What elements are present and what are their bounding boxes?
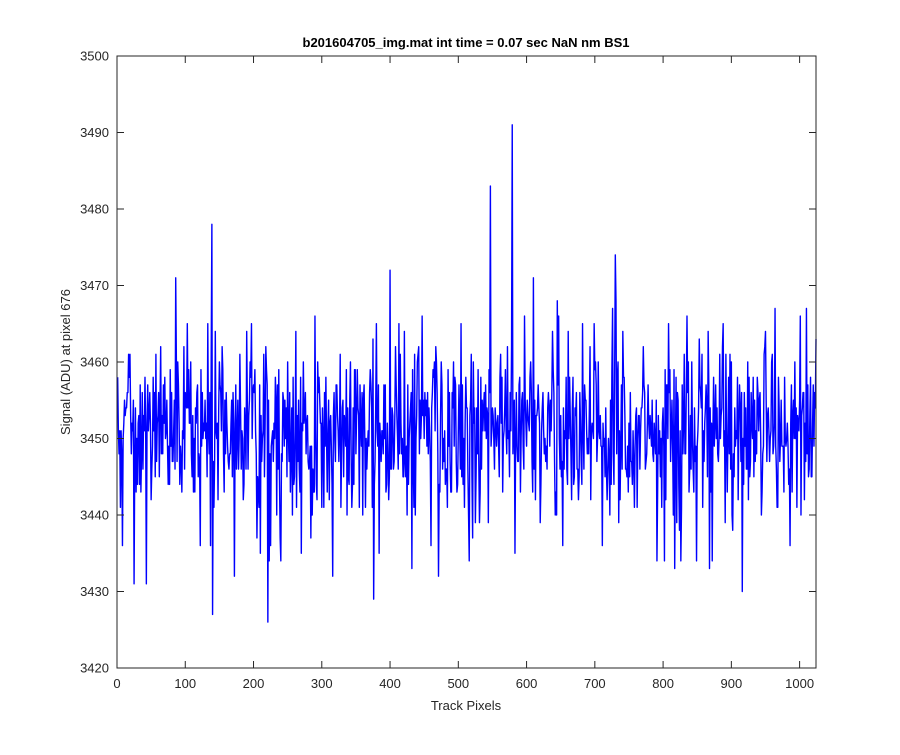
x-tick-label: 300 bbox=[311, 676, 333, 691]
chart-title: b201604705_img.mat int time = 0.07 sec N… bbox=[303, 35, 630, 50]
ticks-layer: 0 100 200 300 400 500 600 700 800 900 1000 3420 3430… bbox=[80, 49, 816, 691]
x-tick-label: 900 bbox=[721, 676, 743, 691]
x-tick-label: 400 bbox=[379, 676, 401, 691]
x-tick-label: 1000 bbox=[785, 676, 814, 691]
y-tick-label: 3500 bbox=[80, 49, 109, 64]
y-tick-label: 3460 bbox=[80, 355, 109, 370]
y-tick-label: 3490 bbox=[80, 125, 109, 140]
x-tick-label: 600 bbox=[516, 676, 538, 691]
x-tick-label: 200 bbox=[243, 676, 265, 691]
x-axis-label: Track Pixels bbox=[431, 698, 502, 713]
y-tick-label: 3430 bbox=[80, 584, 109, 599]
y-tick-label: 3470 bbox=[80, 278, 109, 293]
x-tick-label: 0 bbox=[113, 676, 120, 691]
y-tick-label: 3450 bbox=[80, 431, 109, 446]
x-tick-label: 500 bbox=[447, 676, 469, 691]
x-tick-label: 700 bbox=[584, 676, 606, 691]
y-tick-label: 3480 bbox=[80, 202, 109, 217]
y-tick-label: 3420 bbox=[80, 661, 109, 676]
series-line bbox=[116, 124, 817, 623]
y-tick-label: 3440 bbox=[80, 508, 109, 523]
y-axis-label: Signal (ADU) at pixel 676 bbox=[58, 289, 73, 435]
x-tick-label: 100 bbox=[174, 676, 196, 691]
series-layer bbox=[116, 124, 817, 623]
x-tick-label: 800 bbox=[652, 676, 674, 691]
